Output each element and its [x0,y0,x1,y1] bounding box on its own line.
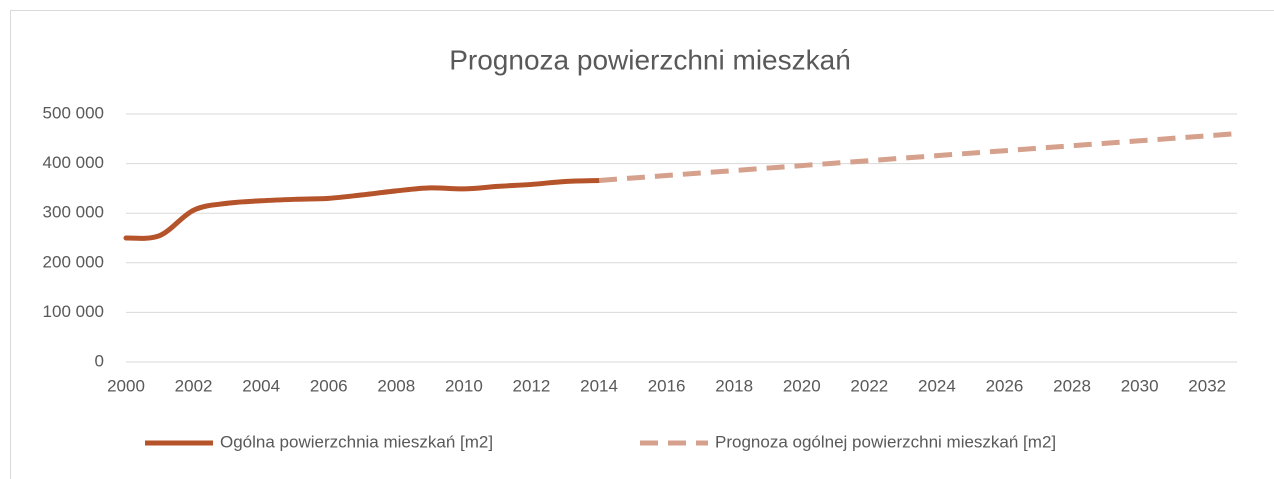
x-tick-label: 2018 [715,376,753,395]
y-tick-label: 500 000 [43,103,104,122]
x-tick-label: 2016 [648,376,686,395]
x-tick-label: 2014 [580,376,618,395]
x-tick-label: 2028 [1053,376,1091,395]
y-tick-label: 200 000 [43,252,104,271]
legend-label: Ogólna powierzchnia mieszkań [m2] [220,432,493,451]
chart-title: Prognoza powierzchni mieszkań [449,44,851,75]
y-tick-label: 0 [95,351,104,370]
x-tick-label: 2010 [445,376,483,395]
x-tick-label: 2002 [175,376,213,395]
x-tick-label: 2012 [513,376,551,395]
x-tick-label: 2026 [986,376,1024,395]
x-tick-label: 2020 [783,376,821,395]
x-tick-label: 2008 [377,376,415,395]
x-tick-label: 2022 [850,376,888,395]
y-tick-label: 400 000 [43,153,104,172]
x-tick-label: 2032 [1188,376,1226,395]
x-tick-label: 2004 [242,376,280,395]
y-tick-label: 300 000 [43,203,104,222]
legend-label: Prognoza ogólnej powierzchni mieszkań [m… [715,432,1056,451]
series-line [123,177,602,241]
x-tick-label: 2024 [918,376,956,395]
chart-border [10,10,1274,479]
x-tick-label: 2030 [1121,376,1159,395]
x-tick-label: 2000 [107,376,145,395]
x-tick-label: 2006 [310,376,348,395]
y-tick-label: 100 000 [43,302,104,321]
series-line [598,130,1242,183]
